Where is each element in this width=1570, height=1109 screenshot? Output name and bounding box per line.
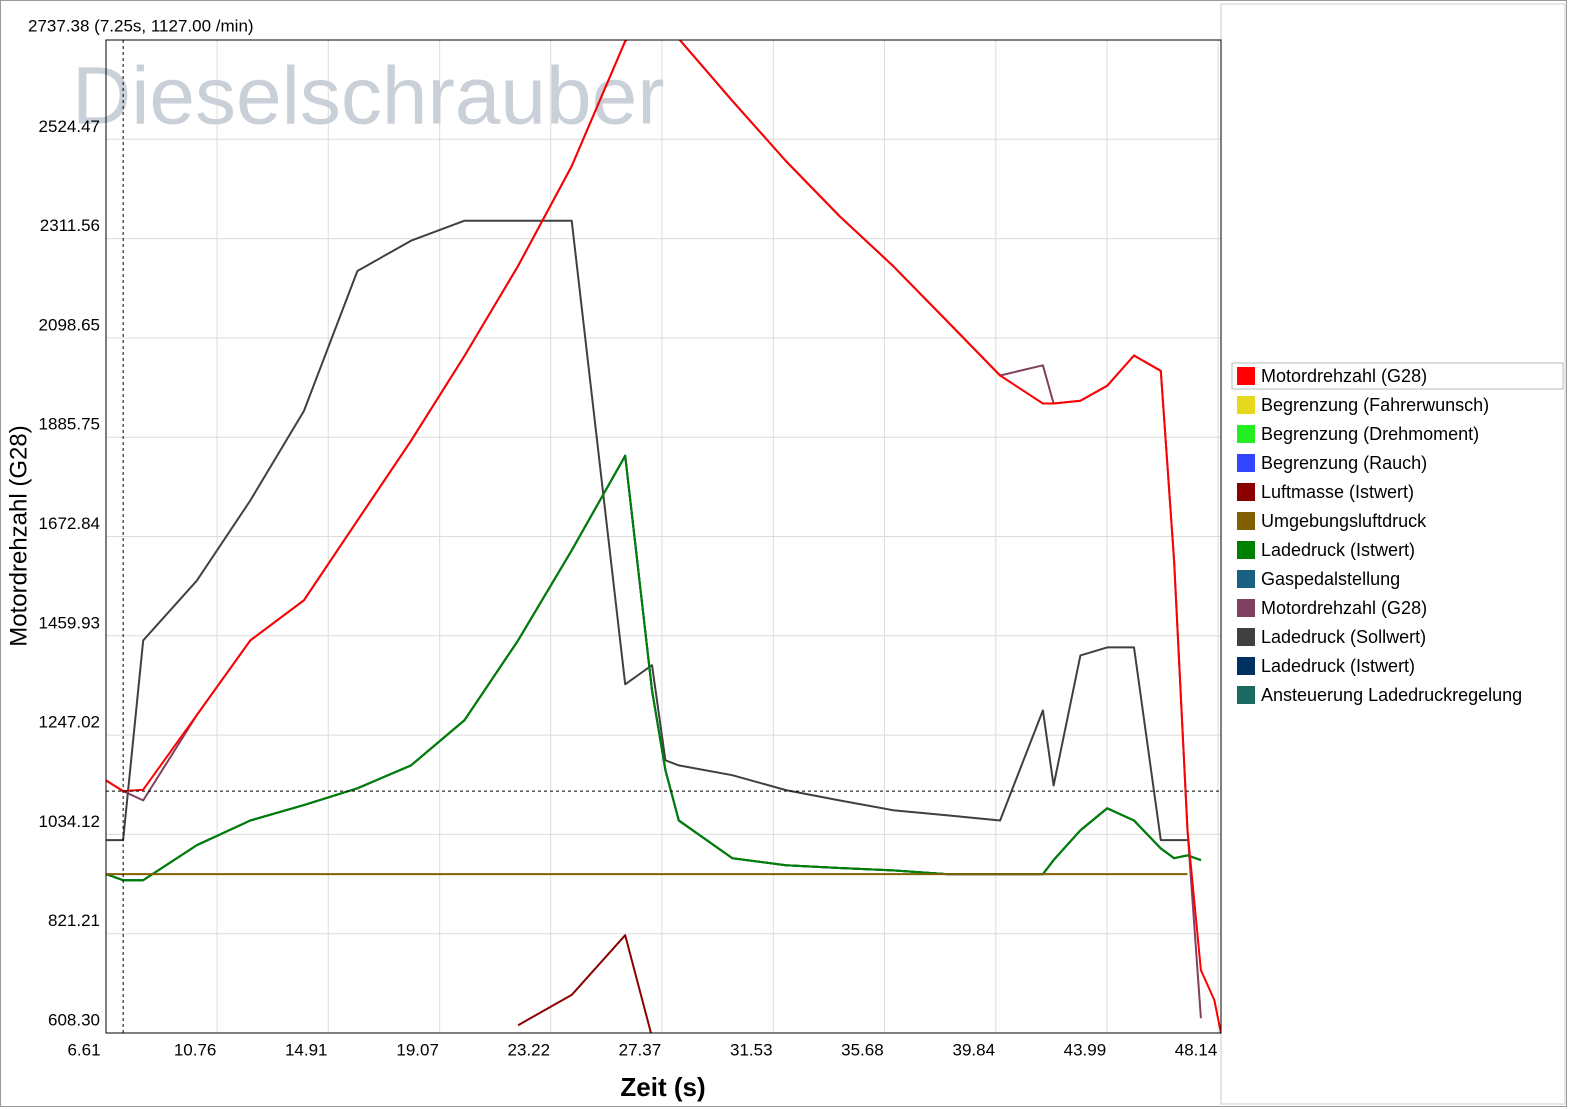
plot-border xyxy=(105,39,1222,1034)
legend-swatch xyxy=(1237,425,1255,443)
legend-label: Ansteuerung Ladedruckregelung xyxy=(1261,685,1522,705)
y-tick-label: 1459.93 xyxy=(39,613,100,632)
x-tick-label: 6.61 xyxy=(67,1040,100,1059)
legend-swatch xyxy=(1237,686,1255,704)
y-tick-label: 2524.47 xyxy=(39,117,100,136)
legend-swatch xyxy=(1237,483,1255,501)
x-tick-label: 39.84 xyxy=(953,1040,996,1059)
series-line xyxy=(106,454,1202,882)
legend-label: Begrenzung (Fahrerwunsch) xyxy=(1261,395,1489,415)
y-tick-label: 608.30 xyxy=(48,1010,100,1029)
legend-label: Ladedruck (Istwert) xyxy=(1261,540,1415,560)
legend-swatch xyxy=(1237,454,1255,472)
legend-swatch xyxy=(1237,512,1255,530)
x-tick-label: 31.53 xyxy=(730,1040,773,1059)
series-line xyxy=(106,219,1188,842)
legend-swatch xyxy=(1237,628,1255,646)
legend-label: Begrenzung (Rauch) xyxy=(1261,453,1427,473)
legend-label: Ladedruck (Sollwert) xyxy=(1261,627,1426,647)
x-axis-label: Zeit (s) xyxy=(620,1072,705,1102)
legend-label: Gaspedalstellung xyxy=(1261,569,1400,589)
y-tick-label: 1247.02 xyxy=(39,713,100,732)
series-line xyxy=(517,934,653,1033)
x-tick-label: 10.76 xyxy=(174,1040,217,1059)
cursor-readout: 2737.38 (7.25s, 1127.00 /min) xyxy=(28,16,254,35)
legend-label: Motordrehzahl (G28) xyxy=(1261,598,1427,618)
legend-swatch xyxy=(1237,570,1255,588)
legend-label: Motordrehzahl (G28) xyxy=(1261,366,1427,386)
y-tick-label: 2311.56 xyxy=(40,216,100,235)
legend-label: Ladedruck (Istwert) xyxy=(1261,656,1415,676)
legend-swatch xyxy=(1237,599,1255,617)
y-tick-label: 1034.12 xyxy=(39,812,100,831)
y-axis-label: Motordrehzahl (G28) xyxy=(5,425,32,646)
legend-highlight xyxy=(1231,362,1564,390)
x-tick-label: 14.91 xyxy=(285,1040,328,1059)
x-tick-label: 27.37 xyxy=(619,1040,662,1059)
y-tick-label: 2098.65 xyxy=(39,315,100,334)
legend-swatch xyxy=(1237,657,1255,675)
watermark: Dieselschrauber xyxy=(72,51,665,142)
x-tick-label: 19.07 xyxy=(396,1040,439,1059)
x-tick-label: 23.22 xyxy=(507,1040,550,1059)
legend-label: Umgebungsluftdruck xyxy=(1261,511,1427,531)
x-tick-label: 43.99 xyxy=(1064,1040,1107,1059)
series-line xyxy=(106,40,1221,1033)
legend-swatch xyxy=(1237,541,1255,559)
y-tick-label: 821.21 xyxy=(48,911,100,930)
legend-label: Luftmasse (Istwert) xyxy=(1261,482,1414,502)
y-tick-label: 1885.75 xyxy=(39,415,100,434)
legend-panel xyxy=(1220,3,1566,1105)
legend-swatch xyxy=(1237,396,1255,414)
legend-label: Begrenzung (Drehmoment) xyxy=(1261,424,1479,444)
y-tick-label: 1672.84 xyxy=(39,514,100,533)
x-tick-label: 35.68 xyxy=(841,1040,884,1059)
legend-swatch xyxy=(1237,367,1255,385)
x-tick-label: 48.14 xyxy=(1175,1040,1218,1059)
